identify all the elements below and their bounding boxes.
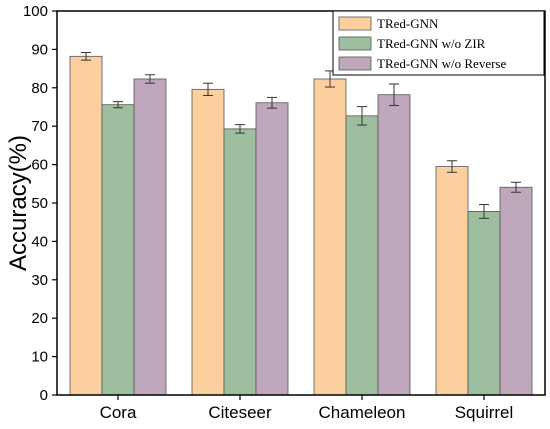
error-bar-citeseer-series-0	[203, 82, 213, 96]
y-axis: 0 10 20 30 40 50 60 70 80 90 100	[23, 3, 57, 404]
bar-squirrel-series-1	[467, 211, 501, 396]
error-bar-cora-series-1	[113, 101, 123, 109]
legend: TRed-GNN TRed-GNN w/o ZIR TRed-GNN w/o Rev…	[332, 10, 545, 76]
error-bar-chameleon-series-2	[389, 83, 399, 106]
y-tick-label: 10	[31, 349, 48, 366]
legend-swatch-2	[338, 56, 372, 71]
y-tick-label: 80	[31, 80, 48, 97]
bar-chameleon-series-0	[313, 78, 347, 396]
bar-chameleon-series-2	[377, 94, 411, 396]
y-tick-label: 20	[31, 310, 48, 327]
x-tick-label: Citeseer	[208, 403, 272, 422]
error-bar-cora-series-0	[81, 51, 91, 61]
error-bar-citeseer-series-2	[267, 96, 277, 109]
y-tick-label: 40	[31, 233, 48, 250]
bar-squirrel-series-2	[499, 186, 533, 396]
error-bar-squirrel-series-0	[447, 160, 457, 173]
bars-layer	[69, 55, 533, 396]
legend-label-0: TRed-GNN	[377, 16, 439, 31]
y-tick-label: 60	[31, 157, 48, 174]
y-tick-label: 90	[31, 41, 48, 58]
error-bars-layer	[81, 51, 521, 219]
error-bar-squirrel-series-2	[511, 181, 521, 193]
legend-swatch-0	[338, 16, 372, 31]
bar-cora-series-0	[69, 55, 103, 396]
x-tick-label: Chameleon	[319, 403, 406, 422]
bar-cora-series-1	[101, 104, 135, 396]
bar-citeseer-series-2	[255, 102, 289, 396]
error-bar-chameleon-series-1	[357, 106, 367, 126]
error-bar-citeseer-series-1	[235, 124, 245, 134]
x-tick-label: Cora	[100, 403, 137, 422]
legend-label-1: TRed-GNN w/o ZIR	[377, 36, 486, 51]
x-axis: Cora Citeseer Chameleon Squirrel	[100, 395, 514, 422]
legend-swatch-1	[338, 36, 372, 51]
bar-cora-series-2	[133, 78, 167, 396]
bar-chameleon-series-1	[345, 115, 379, 396]
error-bar-squirrel-series-1	[479, 204, 489, 219]
legend-label-2: TRed-GNN w/o Reverse	[377, 56, 506, 71]
bar-squirrel-series-0	[435, 166, 469, 396]
bar-citeseer-series-1	[223, 128, 257, 396]
y-tick-label: 100	[23, 3, 48, 20]
y-tick-label: 50	[31, 195, 48, 212]
y-axis-label: Accuracy(%)	[5, 135, 32, 271]
x-tick-label: Squirrel	[455, 403, 514, 422]
y-tick-label: 30	[31, 272, 48, 289]
y-tick-label: 0	[40, 387, 48, 404]
error-bar-cora-series-2	[145, 74, 155, 84]
bar-citeseer-series-0	[191, 88, 225, 396]
y-tick-label: 70	[31, 118, 48, 135]
